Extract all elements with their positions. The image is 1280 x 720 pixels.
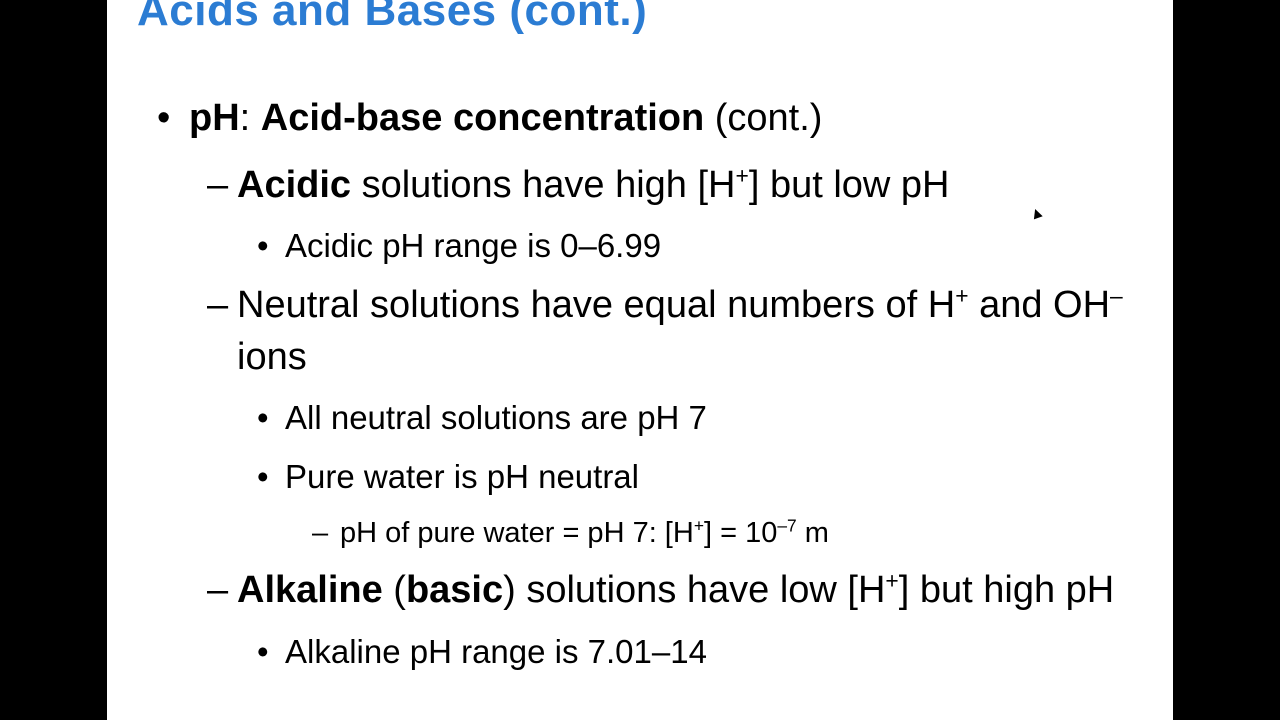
bullet-marker: • xyxy=(257,627,285,677)
text-sup: + xyxy=(885,568,898,594)
text-fragment: pH of pure water = pH 7: [H xyxy=(340,517,694,549)
text-fragment: ] = 10 xyxy=(704,517,777,549)
bullet-l3-acidic-range: • Acidic pH range is 0–6.99 xyxy=(257,221,1153,271)
bullet-text: pH of pure water = pH 7: [H+] = 10–7 m xyxy=(340,512,1153,556)
bullet-marker: • xyxy=(257,452,285,502)
bullet-text: Alkaline pH range is 7.01–14 xyxy=(285,627,1153,677)
text-sup: + xyxy=(694,515,704,535)
bullet-text: Acidic pH range is 0–6.99 xyxy=(285,221,1153,271)
bullet-l3-neutral-ph7: • All neutral solutions are pH 7 xyxy=(257,393,1153,443)
bullet-text: pH: Acid-base concentration (cont.) xyxy=(189,96,1153,142)
text-fragment: and OH xyxy=(969,284,1111,326)
text-fragment: m xyxy=(797,517,829,549)
bullet-l2-neutral: – Neutral solutions have equal numbers o… xyxy=(207,280,1153,383)
bullet-text: Neutral solutions have equal numbers of … xyxy=(237,280,1153,383)
bullet-marker: – xyxy=(207,280,237,383)
text-fragment: ] but low pH xyxy=(749,164,950,206)
text-bold: pH xyxy=(189,97,240,139)
text-sup: –7 xyxy=(777,515,796,535)
bullet-l4-pw-detail: – pH of pure water = pH 7: [H+] = 10–7 m xyxy=(312,512,1153,556)
bullet-marker: • xyxy=(257,393,285,443)
slide: Acids and Bases (cont.) • pH: Acid-base … xyxy=(107,0,1173,720)
bullet-l2-alkaline: – Alkaline (basic) solutions have low [H… xyxy=(207,565,1153,616)
text-bold: basic xyxy=(406,569,503,611)
bullet-marker: – xyxy=(207,160,237,211)
text-fragment: ) solutions have low [H xyxy=(503,569,885,611)
bullet-l3-alkaline-range: • Alkaline pH range is 7.01–14 xyxy=(257,627,1153,677)
text-sup: + xyxy=(955,283,968,309)
text-bold: Acid-base concentration xyxy=(261,97,704,139)
text-sup: – xyxy=(1110,283,1123,309)
bullet-marker: – xyxy=(207,565,237,616)
text-fragment: Neutral solutions have equal numbers of … xyxy=(237,284,955,326)
bullet-marker: – xyxy=(312,512,340,556)
bullet-text: All neutral solutions are pH 7 xyxy=(285,393,1153,443)
text-fragment: : xyxy=(240,97,261,139)
text-fragment: ] but high pH xyxy=(899,569,1114,611)
text-bold: Acidic xyxy=(237,164,351,206)
bullet-marker: • xyxy=(157,96,189,142)
bullet-text: Acidic solutions have high [H+] but low … xyxy=(237,160,1153,211)
bullet-marker: • xyxy=(257,221,285,271)
bullet-l1-ph: • pH: Acid-base concentration (cont.) xyxy=(157,96,1153,142)
text-fragment: ( xyxy=(383,569,406,611)
text-fragment: solutions have high [H xyxy=(351,164,735,206)
text-fragment: ions xyxy=(237,336,307,378)
bullet-text: Alkaline (basic) solutions have low [H+]… xyxy=(237,565,1153,616)
slide-title: Acids and Bases (cont.) xyxy=(137,0,1153,36)
bullet-l2-acidic: – Acidic solutions have high [H+] but lo… xyxy=(207,160,1153,211)
bullet-text: Pure water is pH neutral xyxy=(285,452,1153,502)
bullet-l3-pure-water: • Pure water is pH neutral xyxy=(257,452,1153,502)
text-bold: Alkaline xyxy=(237,569,383,611)
text-sup: + xyxy=(736,162,749,188)
text-fragment: (cont.) xyxy=(704,97,822,139)
